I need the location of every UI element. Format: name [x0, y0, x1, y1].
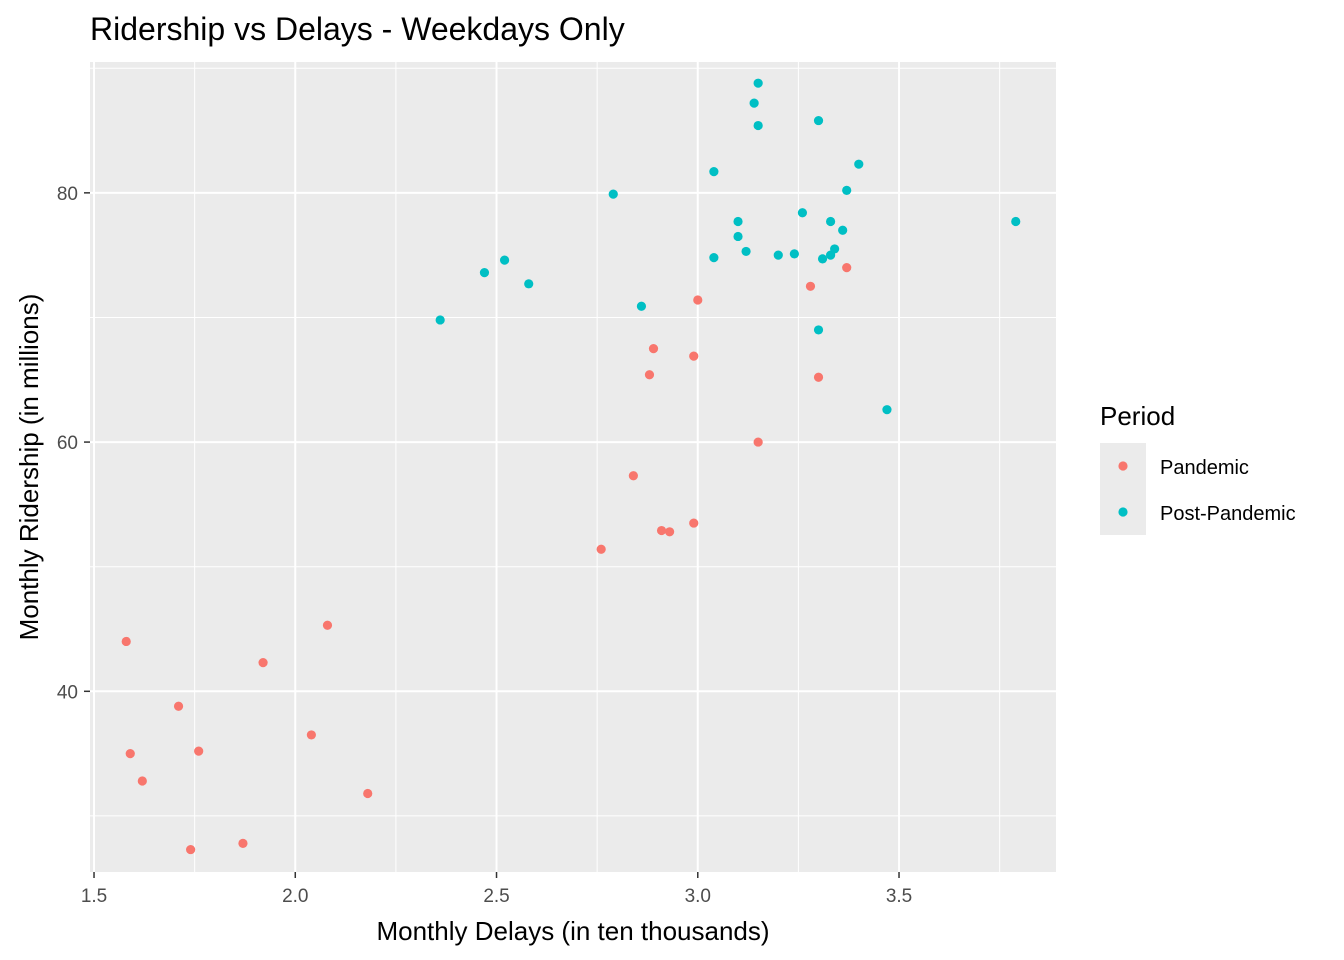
legend-marker-pandemic: [1118, 461, 1128, 471]
point-post-pandemic: [838, 225, 848, 235]
point-post-pandemic: [709, 167, 719, 177]
major-gridlines: [90, 62, 1056, 872]
legend: Period Pandemic Post-Pandemic: [1100, 401, 1296, 535]
legend-title: Period: [1100, 401, 1175, 431]
y-tick-label: 80: [57, 184, 78, 205]
point-pandemic: [648, 344, 659, 354]
point-pandemic: [628, 471, 638, 481]
point-pandemic: [805, 281, 816, 291]
point-post-pandemic: [733, 216, 743, 227]
point-post-pandemic: [524, 279, 534, 289]
point-pandemic: [125, 749, 135, 759]
point-post-pandemic: [435, 315, 445, 325]
point-post-pandemic: [842, 185, 852, 195]
x-tick-label: 2.5: [483, 886, 509, 907]
y-tick-label: 40: [57, 682, 78, 703]
legend-label-pandemic: Pandemic: [1160, 457, 1249, 479]
data-points: [121, 78, 1021, 855]
y-axis-title: Monthly Ridership (in millions): [14, 294, 44, 641]
legend-marker-post-pandemic: [1118, 507, 1128, 517]
point-pandemic: [842, 263, 852, 273]
y-tick-label: 60: [57, 433, 78, 454]
point-post-pandemic: [1011, 216, 1021, 227]
point-post-pandemic: [773, 250, 783, 260]
point-post-pandemic: [854, 159, 864, 169]
point-pandemic: [322, 620, 333, 630]
point-pandemic: [596, 544, 606, 554]
point-pandemic: [173, 701, 184, 711]
point-pandemic: [644, 370, 655, 380]
point-pandemic: [363, 788, 373, 799]
point-post-pandemic: [817, 254, 828, 264]
point-pandemic: [137, 776, 147, 786]
point-pandemic: [186, 844, 196, 855]
x-tick-label: 3.5: [886, 886, 912, 907]
point-pandemic: [306, 730, 316, 740]
point-post-pandemic: [636, 301, 647, 311]
point-post-pandemic: [882, 405, 892, 415]
legend-label-post-pandemic: Post-Pandemic: [1160, 503, 1296, 525]
point-post-pandemic: [749, 98, 759, 108]
point-post-pandemic: [733, 231, 743, 242]
point-pandemic: [656, 525, 667, 536]
point-pandemic: [194, 746, 204, 756]
x-tick-label: 1.5: [81, 886, 107, 907]
point-post-pandemic: [813, 115, 824, 126]
minor-gridlines: [90, 62, 1056, 872]
x-tick-label: 2.0: [282, 886, 308, 907]
point-post-pandemic: [797, 208, 808, 218]
point-post-pandemic: [709, 253, 719, 263]
x-tick-label: 3.0: [685, 886, 711, 907]
plot-panel: [90, 62, 1056, 872]
x-axis-title: Monthly Delays (in ten thousands): [376, 916, 769, 946]
point-pandemic: [665, 527, 675, 537]
point-pandemic: [121, 636, 131, 647]
point-pandemic: [689, 351, 699, 361]
point-pandemic: [258, 658, 268, 668]
point-post-pandemic: [753, 78, 763, 88]
point-pandemic: [813, 372, 824, 382]
point-post-pandemic: [608, 189, 618, 199]
point-pandemic: [689, 518, 699, 528]
point-post-pandemic: [826, 216, 836, 227]
point-post-pandemic: [741, 246, 751, 257]
point-pandemic: [753, 437, 763, 447]
point-post-pandemic: [753, 120, 763, 131]
point-post-pandemic: [499, 255, 510, 265]
point-post-pandemic: [789, 249, 799, 259]
point-pandemic: [238, 838, 248, 848]
point-post-pandemic: [479, 268, 490, 278]
y-axis-ticks: 40 60 80: [57, 184, 90, 703]
point-post-pandemic: [830, 244, 840, 254]
point-post-pandemic: [813, 325, 824, 335]
chart-title: Ridership vs Delays - Weekdays Only: [90, 11, 625, 47]
legend-items: Pandemic Post-Pandemic: [1100, 443, 1296, 535]
point-pandemic: [693, 295, 703, 305]
x-axis-ticks: 1.5 2.0 2.5 3.0 3.5: [81, 872, 912, 907]
